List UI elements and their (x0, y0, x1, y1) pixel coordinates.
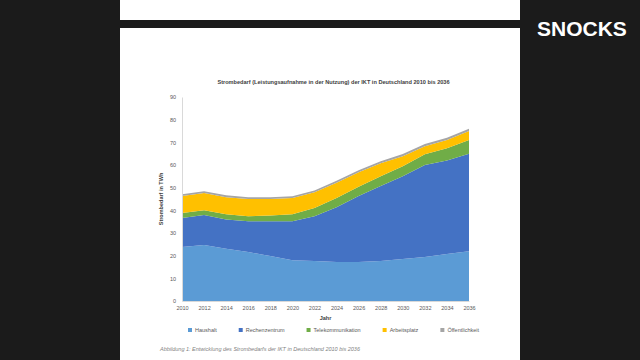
legend-label: Arbeitsplatz (390, 327, 419, 333)
legend-label: Haushalt (195, 327, 217, 333)
x-tick: 2016 (243, 301, 255, 311)
x-tick: 2014 (221, 301, 233, 311)
x-tick-label: 2024 (331, 305, 343, 311)
x-tick: 2026 (353, 301, 365, 311)
legend-item: Öffentlichkeit (440, 327, 479, 333)
plot-marks (182, 129, 469, 301)
x-tick: 2010 (176, 301, 188, 311)
y-tick: 60 (170, 162, 182, 168)
y-tick: 40 (170, 208, 182, 214)
legend-swatch (440, 328, 444, 332)
x-axis-title: Jahr (320, 315, 332, 321)
x-tick-label: 2030 (397, 305, 409, 311)
chart-panel (120, 28, 520, 360)
caption: Abbildung 1: Entwicklung des Strombedarf… (159, 346, 361, 352)
legend-swatch (307, 328, 311, 332)
y-tick: 90 (170, 94, 182, 100)
chart-root: 0102030405060708090201020122014201620182… (0, 0, 640, 360)
x-tick-label: 2028 (375, 305, 387, 311)
x-tick: 2032 (419, 301, 431, 311)
x-tick-label: 2026 (353, 305, 365, 311)
x-tick-label: 2032 (419, 305, 431, 311)
legend-item: Arbeitsplatz (383, 327, 419, 333)
x-tick: 2020 (287, 301, 299, 311)
y-tick-label: 20 (170, 253, 176, 259)
legend-item: Rechenzentrum (239, 327, 285, 333)
y-tick: 80 (170, 117, 182, 123)
y-tick-label: 40 (170, 208, 176, 214)
axis-line (182, 98, 183, 302)
x-tick: 2030 (397, 301, 409, 311)
x-tick-label: 2014 (221, 305, 233, 311)
x-tick-label: 2010 (176, 305, 188, 311)
y-tick-label: 90 (170, 94, 176, 100)
y-tick-label: 60 (170, 162, 176, 168)
x-tick: 2034 (441, 301, 453, 311)
y-tick-label: 50 (170, 185, 176, 191)
x-tick-label: 2036 (463, 305, 475, 311)
x-tick-label: 2020 (287, 305, 299, 311)
x-tick: 2036 (463, 301, 475, 311)
x-tick: 2012 (198, 301, 210, 311)
y-tick-label: 10 (170, 276, 176, 282)
axis-line (183, 301, 470, 302)
legend-label: Telekommunikation (314, 327, 361, 333)
y-tick: 10 (170, 276, 182, 282)
y-tick-label: 0 (173, 298, 176, 304)
x-tick-label: 2012 (198, 305, 210, 311)
y-tick: 50 (170, 185, 182, 191)
y-tick: 30 (170, 230, 182, 236)
area (182, 129, 469, 199)
legend-item: Telekommunikation (307, 327, 361, 333)
y-axis-title: Strombedarf in TWh (158, 172, 164, 225)
legend: Haushalt Rechenzentrum Telekommunikation Ar… (188, 327, 480, 333)
x-tick: 2024 (331, 301, 343, 311)
y-axis: 0 10 20 30 40 50 60 70 80 90 (170, 94, 183, 304)
x-tick-label: 2022 (309, 305, 321, 311)
x-axis: 2010 2012 2014 2016 2018 2020 2022 2024 2026 2028… (176, 301, 475, 311)
y-tick: 70 (170, 140, 182, 146)
x-tick-label: 2034 (441, 305, 453, 311)
x-tick: 2022 (309, 301, 321, 311)
y-tick-label: 70 (170, 140, 176, 146)
x-tick: 2018 (265, 301, 277, 311)
logo-text: SNOCKS (537, 17, 627, 40)
top-panel (120, 0, 520, 20)
legend-swatch (383, 328, 387, 332)
legend-swatch (188, 328, 192, 332)
y-tick-label: 80 (170, 117, 176, 123)
legend-label: Rechenzentrum (246, 327, 285, 333)
chart-title: Strombedarf (Leistungsaufnahme in der Nu… (217, 79, 449, 85)
legend-item: Haushalt (188, 327, 217, 333)
legend-swatch (239, 328, 243, 332)
x-tick-label: 2018 (265, 305, 277, 311)
y-tick: 0 (173, 298, 182, 304)
y-tick-label: 30 (170, 230, 176, 236)
x-tick: 2028 (375, 301, 387, 311)
legend-label: Öffentlichkeit (447, 327, 479, 333)
x-tick-label: 2016 (243, 305, 255, 311)
y-tick: 20 (170, 253, 182, 259)
